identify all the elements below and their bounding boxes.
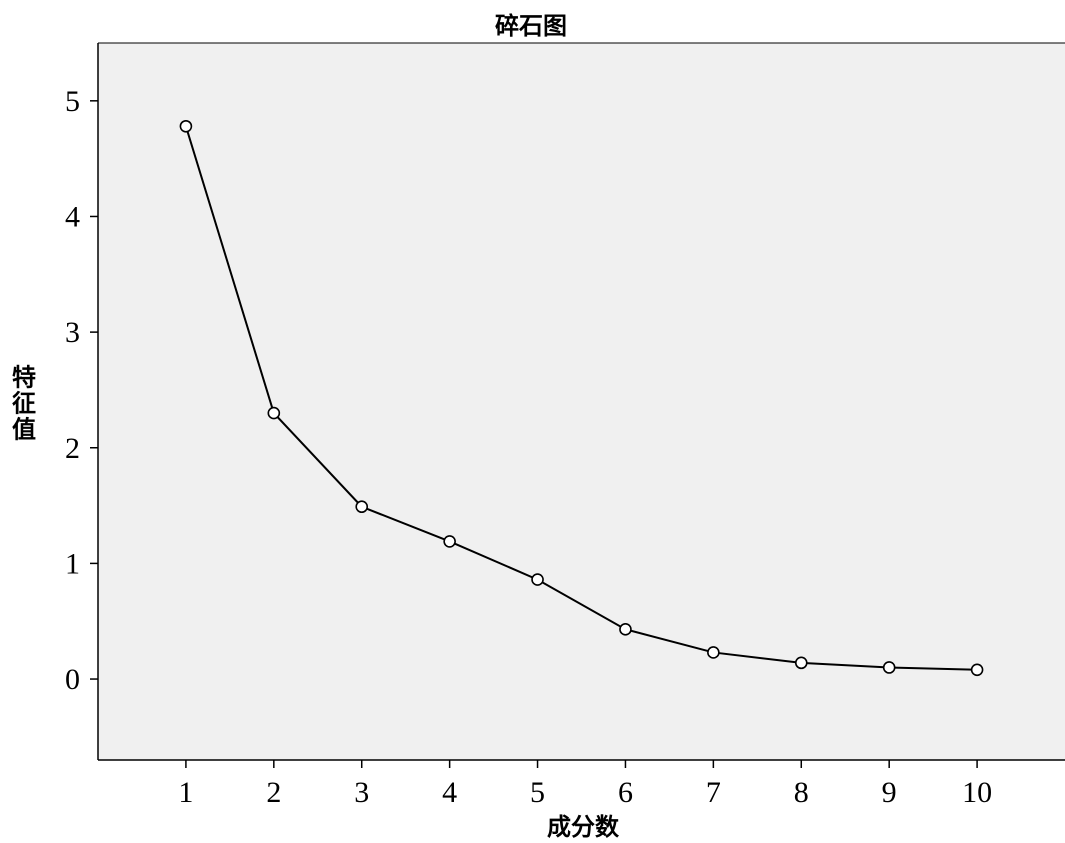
y-tick-label: 3 <box>65 316 80 349</box>
x-tick-label: 10 <box>962 776 992 809</box>
y-tick-label: 2 <box>65 432 80 465</box>
data-point <box>882 661 896 674</box>
x-tick-label: 4 <box>442 776 457 809</box>
data-point <box>707 646 720 659</box>
data-point <box>619 623 632 636</box>
y-tick-label: 4 <box>65 200 80 233</box>
axes <box>97 42 1065 761</box>
x-tick-label: 3 <box>354 776 369 809</box>
x-axis-label: 成分数 <box>547 813 620 841</box>
x-ticks: 1 2 3 4 5 6 7 8 9 10 <box>178 760 992 809</box>
chart-title: 碎石图 <box>495 12 567 40</box>
y-tick-label: 5 <box>65 85 80 118</box>
x-tick-label: 6 <box>618 776 633 809</box>
data-point <box>443 535 456 548</box>
series-line <box>184 125 978 671</box>
data-point <box>355 500 369 514</box>
y-axis-label-char: 值 <box>12 416 36 444</box>
y-axis-label-char: 征 <box>12 390 36 418</box>
y-tick-label: 1 <box>65 547 80 580</box>
y-tick-label: 0 <box>65 663 80 696</box>
x-tick-label: 8 <box>794 776 809 809</box>
data-point <box>267 406 281 420</box>
data-point <box>531 573 544 586</box>
y-axis-label: 特征值 <box>12 364 36 444</box>
data-point <box>794 656 808 670</box>
y-axis-label-char: 特 <box>12 364 36 392</box>
series-group <box>179 119 984 677</box>
x-tick-label: 9 <box>882 776 897 809</box>
x-tick-label: 5 <box>530 776 545 809</box>
data-point <box>970 663 984 677</box>
x-tick-label: 2 <box>266 776 281 809</box>
x-tick-label: 1 <box>178 776 193 809</box>
x-tick-label: 7 <box>706 776 721 809</box>
plot-area <box>98 43 1065 760</box>
y-ticks: 0 1 2 3 4 5 <box>65 85 98 696</box>
data-point <box>179 119 193 133</box>
